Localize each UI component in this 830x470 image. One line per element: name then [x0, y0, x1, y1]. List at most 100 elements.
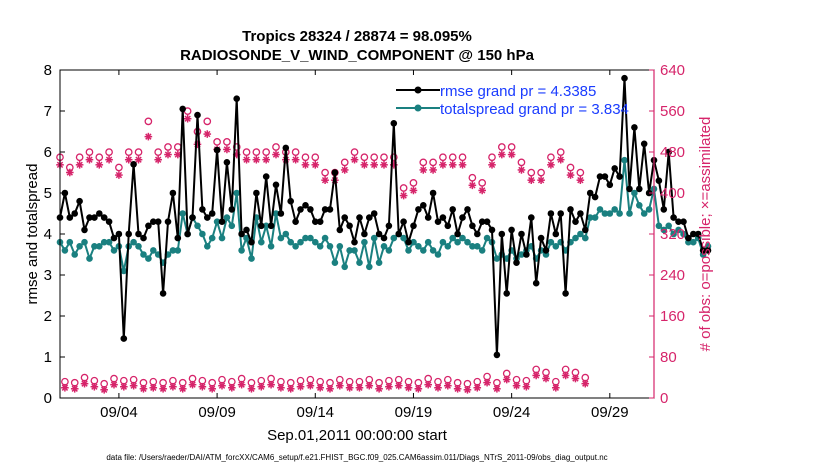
y-right-tick-label: 640 [660, 62, 685, 79]
totalspread-point [272, 210, 280, 217]
rmse-point [316, 218, 324, 225]
obs-possible-marker [350, 148, 359, 156]
totalspread-point [626, 210, 633, 217]
y-left-tick-label: 8 [44, 62, 52, 79]
obs-assimilated-marker [203, 130, 212, 138]
totalspread-point [577, 230, 584, 238]
totalspread-point [120, 267, 128, 275]
totalspread-point [675, 226, 682, 234]
totalspread-point [631, 189, 638, 197]
obs-possible-marker [252, 148, 261, 156]
totalspread-point [439, 238, 447, 246]
rmse-point [400, 218, 407, 225]
rmse-point [508, 226, 515, 234]
totalspread-point [429, 247, 437, 254]
totalspread-point [105, 238, 113, 246]
rmse-point [439, 214, 447, 221]
obs-assimilated-marker [301, 161, 310, 169]
totalspread-point [670, 230, 677, 238]
totalspread-point [341, 263, 349, 271]
rmse-point [410, 222, 417, 230]
obs-assimilated-marker [174, 150, 182, 159]
rmse-point [331, 169, 339, 176]
obs-possible-marker [301, 153, 310, 162]
obs-assimilated-marker [66, 168, 74, 177]
rmse-point [596, 173, 604, 180]
obs-possible-marker [213, 138, 221, 146]
totalspread-point [606, 210, 614, 217]
rmse-point [253, 189, 260, 197]
rmse-point [665, 148, 672, 156]
obs-assimilated-marker [502, 375, 511, 384]
rmse-point [601, 173, 609, 180]
rmse-point [86, 214, 93, 221]
totalspread-point [174, 247, 182, 254]
obs-possible-marker [380, 153, 388, 162]
rmse-point [169, 189, 177, 197]
y-axis-label-left: rmse and totalspread [24, 164, 41, 305]
totalspread-point [267, 243, 275, 250]
obs-assimilated-marker [542, 374, 550, 383]
obs-assimilated-marker [115, 171, 123, 179]
rmse-point [208, 210, 216, 217]
data-file-footnote: data file: /Users/raeder/DAI/ATM_forcXX/… [106, 453, 607, 462]
x-tick-label: 09/14 [296, 404, 334, 421]
rmse-point [375, 230, 383, 238]
rmse-point [120, 335, 128, 342]
rmse-point [429, 189, 437, 197]
totalspread-point [361, 238, 368, 246]
rmse-point [130, 161, 137, 168]
rmse-point [518, 230, 525, 238]
rmse-point [258, 222, 265, 230]
totalspread-point [366, 263, 373, 271]
totalspread-point [665, 222, 672, 230]
obs-assimilated-marker [458, 161, 467, 169]
obs-assimilated-marker [124, 155, 133, 164]
totalspread-point [169, 247, 177, 254]
rmse-point [503, 290, 511, 297]
totalspread-point [150, 247, 157, 254]
rmse-point [297, 206, 304, 213]
obs-assimilated-marker [507, 150, 516, 159]
rmse-point [655, 177, 663, 184]
totalspread-point [218, 234, 226, 242]
obs-assimilated-marker [149, 383, 158, 392]
obs-assimilated-marker [316, 383, 324, 392]
obs-assimilated-marker [473, 383, 482, 392]
rmse-point [140, 234, 147, 242]
totalspread-point [238, 247, 245, 254]
rmse-point [243, 226, 250, 234]
obs-assimilated-marker [429, 166, 437, 174]
y-right-tick-label: 80 [660, 349, 677, 366]
totalspread-point [547, 238, 555, 246]
totalspread-point [420, 247, 427, 254]
x-tick-label: 09/24 [493, 404, 531, 421]
obs-assimilated-marker [478, 186, 486, 195]
rmse-point [204, 214, 211, 221]
rmse-point [380, 234, 388, 242]
obs-possible-marker [203, 117, 212, 126]
obs-assimilated-marker [306, 381, 315, 390]
rmse-point [420, 202, 427, 209]
totalspread-point [655, 222, 663, 230]
obs-possible-marker [105, 148, 113, 156]
obs-assimilated-marker [552, 383, 560, 392]
rmse-point [282, 144, 290, 152]
legend-rmse-marker [414, 86, 422, 94]
rmse-point [640, 140, 648, 148]
obs-assimilated-marker [223, 145, 231, 154]
rmse-point [449, 206, 457, 213]
rmse-point [199, 206, 206, 213]
totalspread-point [582, 234, 589, 242]
totalspread-point [636, 202, 643, 209]
obs-assimilated-marker [365, 381, 374, 390]
rmse-point [415, 206, 422, 213]
obs-assimilated-marker [336, 381, 344, 390]
rmse-point [591, 193, 599, 201]
obs-assimilated-marker [493, 384, 501, 393]
obs-possible-marker [370, 153, 379, 162]
totalspread-point [405, 247, 412, 254]
rmse-point [606, 181, 614, 189]
totalspread-point [483, 234, 491, 242]
